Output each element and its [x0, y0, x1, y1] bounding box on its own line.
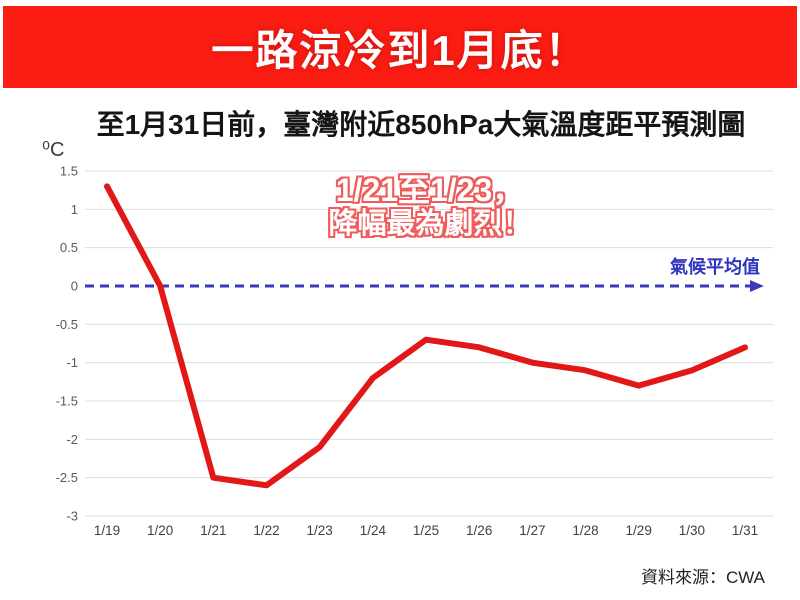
x-tick-label: 1/21 [200, 523, 226, 538]
y-tick-label: 1.5 [60, 163, 78, 178]
y-axis-unit-label: ⁰C [42, 139, 65, 161]
x-tick-label: 1/19 [94, 523, 120, 538]
y-tick-label: -1 [66, 355, 78, 370]
x-tick-label: 1/23 [307, 523, 333, 538]
x-tick-label: 1/26 [466, 523, 492, 538]
x-tick-label: 1/27 [519, 523, 545, 538]
x-tick-label: 1/24 [360, 523, 387, 538]
arrowhead-icon [750, 280, 764, 292]
x-tick-label: 1/30 [679, 523, 705, 538]
headline-text: 一路涼冷到1月底！ [211, 26, 589, 74]
x-tick-label: 1/29 [626, 523, 652, 538]
headline-banner: 一路涼冷到1月底！ [3, 6, 797, 88]
source-credit: 資料來源：CWA [640, 568, 765, 587]
temperature-anomaly-line [104, 183, 749, 489]
x-tick-label: 1/25 [413, 523, 439, 538]
y-tick-label: 1 [71, 202, 78, 217]
y-tick-label: -3 [66, 509, 78, 524]
x-tick-label: 1/28 [572, 523, 598, 538]
y-tick-label: 0.5 [60, 240, 78, 255]
y-tick-label: -0.5 [56, 317, 78, 332]
zero-line-label: 氣候平均值 [670, 257, 760, 277]
y-tick-label: 0 [71, 279, 78, 294]
x-tick-label: 1/22 [253, 523, 279, 538]
y-tick-label: -1.5 [56, 394, 78, 409]
y-tick-label: -2 [66, 432, 78, 447]
x-tick-label: 1/20 [147, 523, 173, 538]
x-tick-label: 1/31 [732, 523, 758, 538]
chart-title: 至1月31日前，臺灣附近850hPa大氣溫度距平預測圖 [96, 109, 746, 140]
y-tick-label: -2.5 [56, 470, 78, 485]
